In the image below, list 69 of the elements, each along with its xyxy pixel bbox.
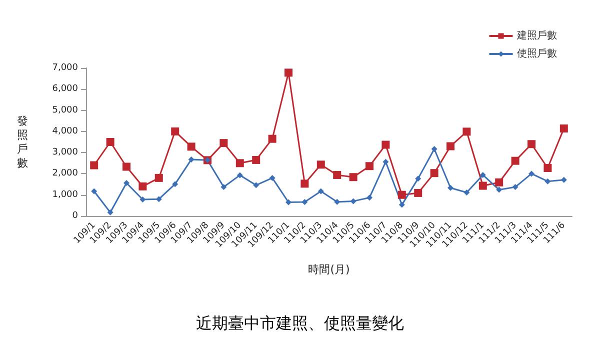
x-axis-title: 時間(月) — [308, 263, 350, 276]
point — [511, 156, 520, 165]
point — [366, 194, 372, 201]
point — [171, 127, 180, 136]
point — [236, 172, 243, 178]
y-tick-label: 1,000 — [52, 190, 78, 200]
point — [366, 162, 374, 170]
y-tick-label: 3,000 — [52, 148, 78, 158]
point — [318, 188, 324, 194]
point — [528, 170, 534, 177]
point — [107, 209, 114, 216]
y-tick-label: 0 — [72, 211, 78, 221]
point — [252, 156, 260, 164]
point — [140, 196, 146, 203]
point — [333, 170, 342, 179]
point — [349, 173, 358, 182]
point — [446, 142, 454, 150]
point — [236, 159, 244, 168]
point — [286, 199, 292, 206]
y-tick-label: 2,000 — [52, 168, 78, 179]
y-tick-label: 7,000 — [52, 63, 78, 73]
point — [528, 140, 536, 148]
point — [495, 178, 504, 186]
point — [431, 146, 438, 152]
point — [187, 142, 196, 151]
point — [220, 139, 228, 148]
point — [544, 164, 552, 172]
point — [544, 178, 551, 184]
point — [496, 186, 502, 193]
point — [382, 140, 390, 149]
point — [480, 172, 486, 178]
point — [124, 180, 130, 186]
text: 近期臺中市建照、使照量變化 — [196, 314, 404, 332]
point — [430, 169, 438, 178]
point — [284, 68, 292, 77]
y-tick-label: 4,000 — [52, 126, 78, 136]
point — [382, 158, 389, 165]
point — [154, 174, 163, 182]
point — [188, 156, 194, 163]
point — [220, 184, 227, 190]
legend-label: 建照戶數 — [516, 30, 557, 42]
point — [415, 176, 422, 182]
point — [512, 184, 518, 190]
point — [560, 124, 568, 132]
point — [560, 176, 567, 183]
point — [253, 182, 260, 188]
point — [448, 184, 454, 191]
point — [91, 188, 98, 194]
point — [464, 190, 470, 196]
point — [300, 180, 309, 188]
point — [302, 199, 308, 206]
y-axis-title: 發照戶數 — [17, 114, 28, 170]
point — [316, 160, 325, 169]
point — [269, 174, 276, 181]
y-tick-label: 6,000 — [52, 84, 78, 94]
point — [268, 134, 276, 143]
point — [90, 161, 98, 170]
point — [478, 182, 487, 190]
legend-label: 使照戶數 — [517, 48, 557, 60]
y-tick-label: 5,000 — [52, 105, 78, 116]
point — [172, 181, 178, 188]
point — [138, 182, 147, 190]
point — [122, 162, 130, 171]
point — [106, 138, 114, 146]
point — [414, 188, 422, 197]
point — [350, 198, 356, 204]
point — [398, 202, 405, 208]
point — [398, 190, 406, 199]
point — [462, 128, 471, 136]
